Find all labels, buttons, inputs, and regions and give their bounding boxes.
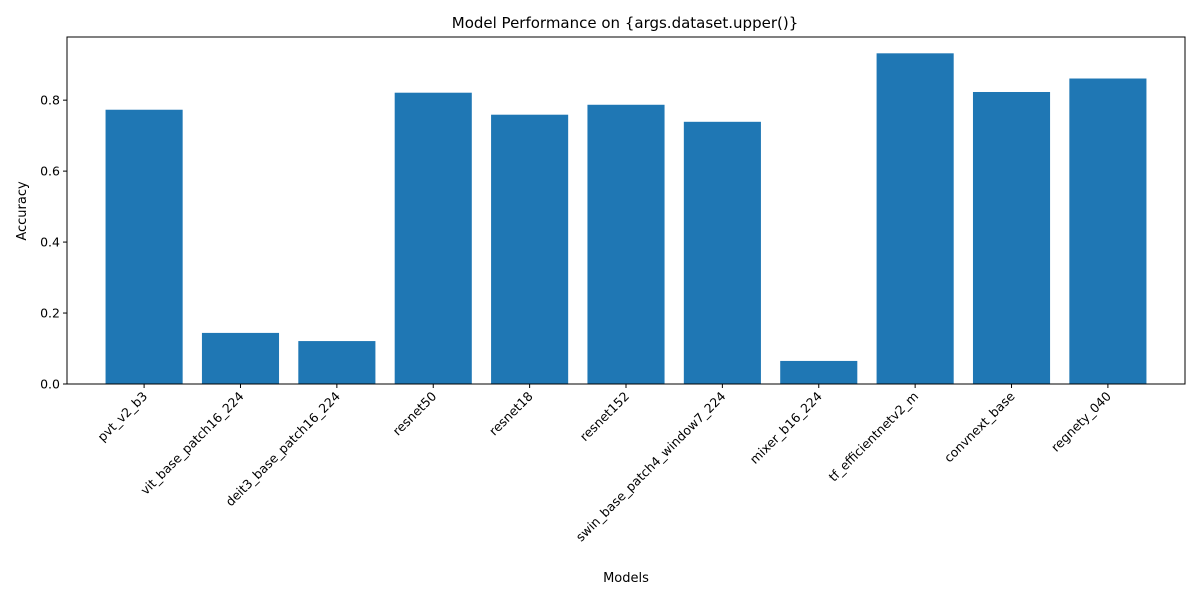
x-tick-label: vit_base_patch16_224 [137,388,246,497]
x-tick-label: pvt_v2_b3 [94,389,150,445]
bar-pvt_v2_b3 [105,109,183,385]
y-tick-label: 0.0 [40,377,60,392]
plot-frame [66,36,1186,385]
x-axis-title: Models [603,571,649,586]
chart-title: Model Performance on {args.dataset.upper… [452,14,799,32]
x-tick-label: resnet152 [577,389,632,444]
x-tick-label: convnext_base [941,388,1018,465]
x-axis: pvt_v2_b3vit_base_patch16_224deit3_base_… [94,384,1114,544]
bar-vit_base_patch16_224 [201,332,280,384]
x-tick-label: tf_efficientnetv2_m [825,389,921,485]
bar-swin_base_patch4_window7_224 [683,121,761,384]
bars-group [105,53,1147,385]
x-tick-label: mixer_b16_224 [747,388,825,466]
y-axis: 0.0 0.2 0.4 0.6 0.8 [40,93,67,392]
bar-tf_efficientnetv2_m [876,53,954,384]
bar-resnet152 [587,104,665,385]
bar-resnet18 [491,114,569,384]
x-tick-label: regnety_040 [1048,388,1114,454]
y-tick-label: 0.2 [40,306,60,321]
x-tick-label: resnet50 [390,388,440,438]
bar-mixer_b16_224 [780,360,858,384]
bar-regnety_040 [1069,78,1147,384]
y-tick-label: 0.8 [40,93,60,108]
x-tick-label: resnet18 [486,388,536,438]
y-axis-title: Accuracy [15,181,30,241]
y-tick-label: 0.4 [40,235,60,250]
bar-resnet50 [394,92,472,384]
bar-convnext_base [972,91,1051,385]
x-tick-label: swin_base_patch4_window7_224 [573,388,729,544]
y-tick-label: 0.6 [40,164,60,179]
bar-deit3_base_patch16_224 [298,341,376,384]
x-tick-label: deit3_base_patch16_224 [222,388,343,509]
